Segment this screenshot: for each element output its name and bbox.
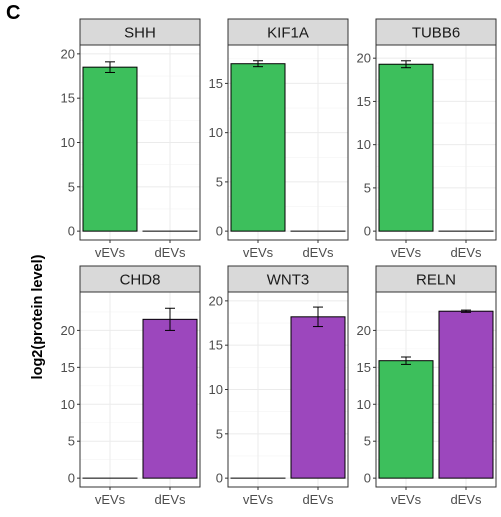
panel-reln-y-tick-label: 5: [364, 434, 371, 449]
y-axis-label: log2(protein level): [30, 255, 46, 380]
panel-chd8-y-tick-label: 5: [68, 434, 75, 449]
panel-tubb6-x-tick-label: dEVs: [450, 245, 482, 260]
panel-reln-y-tick-label: 10: [357, 397, 371, 412]
panel-tubb6-strip-label: TUBB6: [412, 25, 460, 42]
panel-kif1a-strip-label: KIF1A: [267, 25, 309, 42]
panel-chd8-strip-label: CHD8: [120, 272, 161, 289]
panel-reln-y-tick-label: 0: [364, 471, 371, 486]
panel-reln-strip-label: RELN: [416, 272, 456, 289]
panel-tubb6-y-tick-label: 15: [357, 94, 371, 109]
panel-wnt3-y-tick-label: 0: [216, 471, 223, 486]
panel-chd8-y-tick-label: 15: [61, 360, 75, 375]
panel-wnt3-y-tick-label: 10: [209, 382, 223, 397]
panel-kif1a-bar-vevs: [231, 64, 285, 231]
panel-chd8-y-tick-label: 10: [61, 397, 75, 412]
panel-shh-x-tick-label: vEVs: [95, 245, 126, 260]
panel-chd8-y-tick-label: 20: [61, 323, 75, 338]
panel-tubb6-y-tick-label: 5: [364, 180, 371, 195]
panel-wnt3-x-tick-label: vEVs: [243, 492, 274, 507]
panel-wnt3-x-tick-label: dEVs: [302, 492, 334, 507]
panel-reln-y-tick-label: 15: [357, 360, 371, 375]
panel-reln-bar-vevs: [379, 361, 433, 478]
panel-wnt3-y-tick-label: 5: [216, 426, 223, 441]
panel-tubb6-x-tick-label: vEVs: [391, 245, 422, 260]
panel-wnt3-y-tick-label: 20: [209, 293, 223, 308]
panel-reln-bar-devs: [439, 311, 493, 478]
panel-tubb6-bar-vevs: [379, 64, 433, 231]
panel-kif1a-x-tick-label: dEVs: [302, 245, 334, 260]
panel-reln-x-tick-label: vEVs: [391, 492, 422, 507]
panel-shh-x-tick-label: dEVs: [154, 245, 186, 260]
panel-shh-y-tick-label: 0: [68, 224, 75, 239]
panel-tubb6-y-tick-label: 10: [357, 137, 371, 152]
panel-kif1a-y-tick-label: 0: [216, 224, 223, 239]
panel-shh-y-tick-label: 20: [61, 46, 75, 61]
panel-shh-bar-vevs: [83, 67, 137, 231]
panel-chd8-y-tick-label: 0: [68, 471, 75, 486]
panel-wnt3-y-tick-label: 15: [209, 338, 223, 353]
panel-wnt3-bar-devs: [291, 317, 345, 478]
panel-chd8-x-tick-label: dEVs: [154, 492, 186, 507]
panel-chd8-bar-devs: [143, 319, 197, 478]
panel-wnt3-strip-label: WNT3: [267, 272, 310, 289]
panel-kif1a-y-tick-label: 10: [209, 125, 223, 140]
panel-letter: C: [6, 2, 20, 25]
panel-kif1a-x-tick-label: vEVs: [243, 245, 274, 260]
panel-tubb6-y-tick-label: 20: [357, 51, 371, 66]
panel-kif1a-y-tick-label: 5: [216, 174, 223, 189]
panel-chd8-x-tick-label: vEVs: [95, 492, 126, 507]
panel-kif1a-y-tick-label: 15: [209, 76, 223, 91]
panel-shh-y-tick-label: 5: [68, 179, 75, 194]
panel-reln-x-tick-label: dEVs: [450, 492, 482, 507]
panel-reln-y-tick-label: 20: [357, 323, 371, 338]
panel-shh-y-tick-label: 15: [61, 91, 75, 106]
panel-shh-y-tick-label: 10: [61, 135, 75, 150]
panel-tubb6-y-tick-label: 0: [364, 224, 371, 239]
panel-shh-strip-label: SHH: [124, 25, 156, 42]
